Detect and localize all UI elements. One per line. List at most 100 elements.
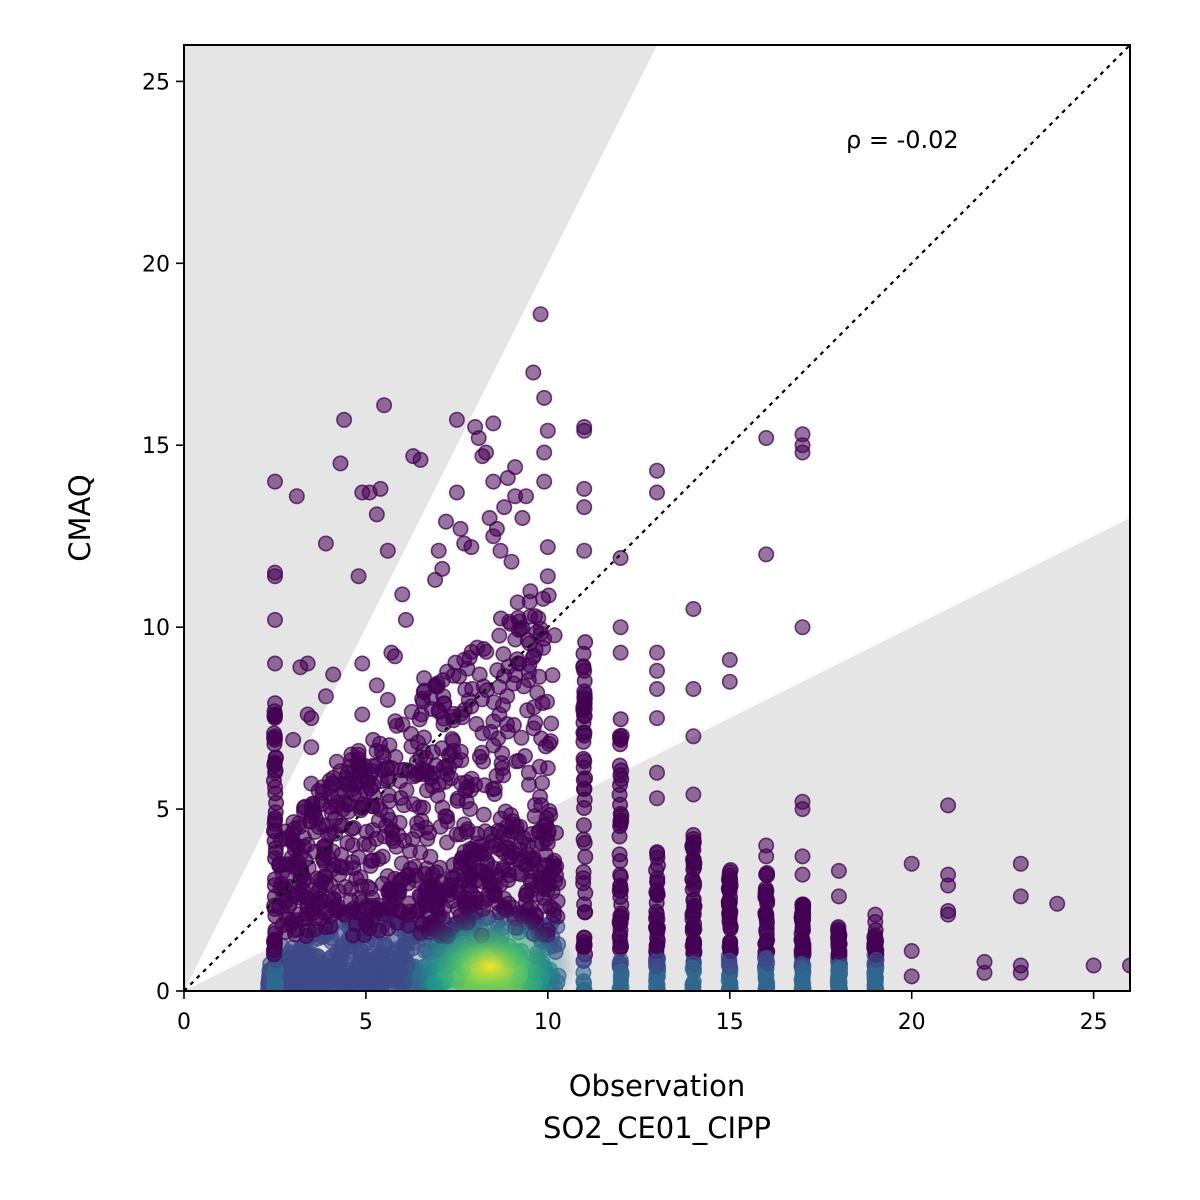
data-point [369, 902, 386, 919]
data-point [485, 473, 502, 490]
data-point [368, 977, 385, 991]
x-tick-label: 25 [1080, 1010, 1108, 1035]
data-point [403, 703, 420, 720]
data-point [503, 553, 520, 570]
data-point [366, 955, 383, 972]
data-point [649, 923, 666, 940]
data-point [576, 499, 593, 516]
data-point [336, 411, 353, 428]
data-point [545, 907, 562, 924]
x-axis-title: Observation [569, 1069, 746, 1103]
data-point [575, 645, 592, 662]
data-point [376, 397, 393, 414]
data-point [368, 506, 385, 523]
data-point [527, 714, 544, 731]
data-point [303, 710, 320, 727]
data-point [648, 710, 665, 727]
data-point [520, 663, 537, 680]
data-point [509, 865, 526, 882]
data-point [477, 444, 494, 461]
data-point [463, 698, 480, 715]
data-point [794, 801, 811, 818]
plot-area [184, 45, 1130, 991]
data-point [1049, 895, 1066, 912]
data-point [757, 889, 774, 906]
data-point [350, 904, 367, 921]
data-point [397, 611, 414, 628]
data-point [830, 923, 847, 940]
data-point [502, 806, 519, 823]
data-point [483, 838, 500, 855]
data-point [575, 831, 592, 848]
data-point [576, 422, 593, 439]
data-point [266, 970, 283, 987]
data-point [720, 893, 737, 910]
data-point [422, 848, 439, 865]
data-point [576, 791, 593, 808]
data-point [575, 699, 592, 716]
data-point [439, 813, 456, 830]
data-point [317, 535, 334, 552]
data-point [386, 648, 403, 665]
data-point [317, 855, 334, 872]
data-point [448, 484, 465, 501]
data-point [648, 644, 665, 661]
data-point [415, 729, 432, 746]
x-tick-label: 15 [716, 1010, 744, 1035]
data-point [328, 797, 345, 814]
y-tick-label: 20 [142, 252, 170, 277]
data-point [684, 960, 701, 977]
data-point [462, 800, 479, 817]
data-point [648, 764, 665, 781]
data-point [758, 933, 775, 950]
data-point [515, 678, 532, 695]
one-to-one-line [184, 45, 1130, 991]
data-point [830, 888, 847, 905]
data-point [354, 655, 371, 672]
data-point [543, 715, 560, 732]
data-point [510, 752, 527, 769]
data-point [546, 627, 563, 644]
data-point [266, 731, 283, 748]
plot-frame [183, 44, 1131, 992]
data-point [576, 542, 593, 559]
data-point [405, 796, 422, 813]
data-point [427, 571, 444, 588]
data-point [532, 306, 549, 323]
data-point [291, 945, 308, 962]
data-point [303, 739, 320, 756]
y-axis: 0 5 10 15 20 25 [142, 70, 184, 1005]
data-point [521, 635, 538, 652]
data-point [475, 640, 492, 657]
data-point [358, 823, 375, 840]
data-point [538, 693, 555, 710]
data-point [445, 667, 462, 684]
data-point [758, 429, 775, 446]
data-point [648, 662, 665, 679]
data-point [496, 499, 513, 516]
data-point [444, 730, 461, 747]
data-point [722, 981, 739, 991]
data-point [684, 871, 701, 888]
data-point [758, 546, 775, 563]
data-point [378, 817, 395, 834]
y-axis-title: CMAQ [63, 474, 97, 561]
data-point [830, 972, 847, 989]
data-point [525, 699, 542, 716]
data-point [721, 673, 738, 690]
data-point [430, 542, 447, 559]
data-point [416, 670, 433, 687]
data-point [467, 776, 484, 793]
data-point [649, 845, 666, 862]
data-point [513, 729, 530, 746]
data-point [308, 947, 325, 964]
correlation-annotation: ρ = -0.02 [846, 126, 959, 154]
data-point [577, 884, 594, 901]
data-point [266, 897, 283, 914]
data-point [295, 799, 312, 816]
data-point [482, 723, 499, 740]
data-point [612, 866, 629, 883]
data-point [534, 774, 551, 791]
data-point [481, 509, 498, 526]
